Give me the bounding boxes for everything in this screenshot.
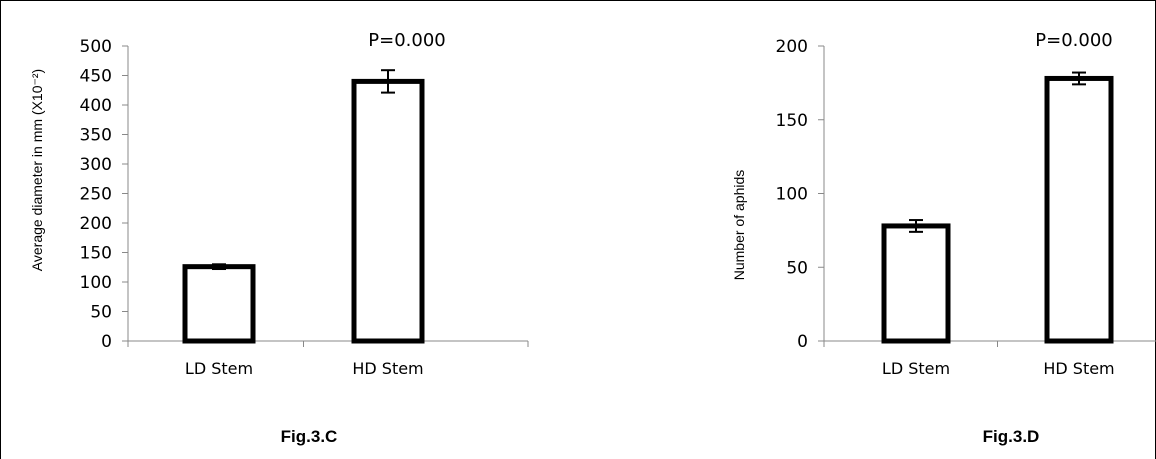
- chart-c-y-tick-label: 250: [80, 185, 112, 205]
- chart-c-p-value: P=0.000: [368, 30, 445, 51]
- chart-c-caption: Fig.3.C: [281, 427, 338, 446]
- chart-d-category-label: HD Stem: [1043, 359, 1114, 378]
- chart-c-bar: [182, 264, 256, 344]
- chart-d-y-tick-label: 0: [797, 332, 808, 352]
- chart-d-y-axis-label: Number of aphids: [731, 170, 747, 281]
- chart-c-y-tick-label: 350: [80, 126, 112, 146]
- chart-c-y-tick-label: 200: [80, 214, 112, 234]
- chart-d-y-tick-label: 200: [776, 37, 808, 57]
- chart-c-category-label: HD Stem: [352, 359, 423, 378]
- chart-c-y-tick-label: 50: [90, 303, 112, 323]
- chart-d-y-tick-label: 100: [776, 185, 808, 205]
- chart-c-y-tick-label: 400: [80, 96, 112, 116]
- chart-c-category-label: LD Stem: [185, 359, 253, 378]
- chart-c-y-tick-label: 500: [80, 37, 112, 57]
- chart-c-y-tick-label: 150: [80, 244, 112, 264]
- chart-c-bar: [351, 78, 425, 344]
- chart-d-y-tick-label: 150: [776, 111, 808, 131]
- chart-c-y-tick-label: 0: [101, 332, 112, 352]
- chart-d-category-label: LD Stem: [882, 359, 950, 378]
- chart-d-caption: Fig.3.D: [983, 427, 1040, 446]
- chart-d-p-value: P=0.000: [1035, 30, 1112, 51]
- chart-d: Number of aphids P=0.000 Fig.3.D 0 50 100 1…: [731, 30, 1156, 446]
- chart-c-y-tick-label: 100: [80, 273, 112, 293]
- chart-c-y-tick-label: 450: [80, 67, 112, 87]
- chart-c: Average diameter in mm (X10⁻²) P=0.000 F…: [29, 30, 529, 446]
- chart-c-y-tick-label: 300: [80, 155, 112, 175]
- chart-d-bar: [881, 223, 951, 344]
- chart-c-y-axis-label: Average diameter in mm (X10⁻²): [29, 69, 45, 271]
- chart-d-bar: [1044, 75, 1114, 344]
- chart-d-y-tick-label: 50: [786, 258, 808, 278]
